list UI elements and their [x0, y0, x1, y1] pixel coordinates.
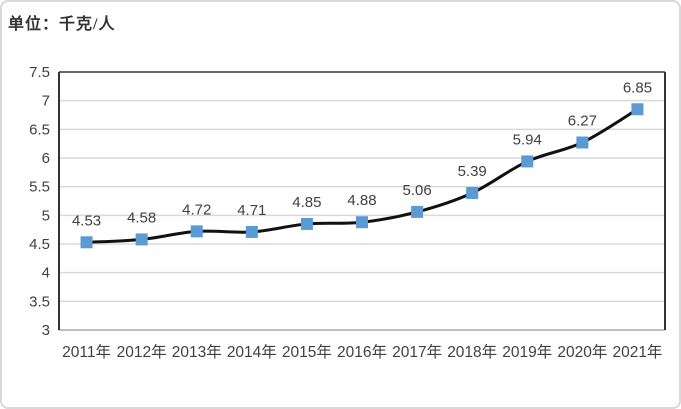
data-point-marker — [135, 233, 148, 246]
x-axis-tick-label: 2016年 — [337, 343, 387, 361]
data-point-marker — [576, 136, 589, 149]
y-axis-tick-label: 6 — [42, 150, 50, 167]
data-point-marker — [80, 236, 93, 249]
data-point-marker — [245, 225, 258, 238]
data-label: 5.06 — [402, 182, 431, 199]
x-axis-tick-label: 2021年 — [612, 343, 662, 361]
y-axis-tick-label: 6.5 — [29, 121, 50, 138]
chart-unit-label: 单位：千克/人 — [8, 16, 116, 33]
x-axis-tick-label: 2015年 — [282, 343, 332, 361]
y-axis-tick-label: 5.5 — [29, 179, 50, 196]
data-label: 6.27 — [568, 113, 597, 130]
data-label: 4.58 — [127, 209, 156, 226]
data-point-marker — [300, 217, 313, 230]
x-axis-tick-label: 2020年 — [557, 343, 607, 361]
y-axis-tick-label: 7 — [42, 93, 50, 110]
data-label: 5.94 — [513, 131, 542, 148]
data-point-marker — [521, 155, 534, 168]
data-label: 6.85 — [623, 79, 652, 96]
data-point-marker — [631, 103, 644, 116]
data-point-marker — [411, 205, 424, 218]
y-axis-tick-label: 5 — [42, 207, 50, 224]
y-axis-tick-label: 4 — [42, 265, 50, 282]
data-label: 4.72 — [182, 201, 211, 218]
data-point-marker — [466, 186, 479, 199]
y-axis-tick-label: 4.5 — [29, 236, 50, 253]
data-point-marker — [356, 216, 368, 229]
data-label: 4.85 — [292, 194, 321, 211]
y-axis-tick-label: 3.5 — [29, 293, 50, 310]
x-axis-tick-label: 2013年 — [172, 343, 222, 361]
x-axis-tick-label: 2019年 — [502, 343, 552, 361]
data-label: 4.88 — [347, 192, 376, 209]
data-label: 4.53 — [72, 212, 101, 229]
x-axis-tick-label: 2011年 — [62, 343, 111, 361]
x-axis-tick-label: 2017年 — [392, 343, 442, 361]
data-point-marker — [190, 225, 203, 238]
y-axis-tick-label: 7.5 — [29, 64, 50, 81]
x-axis-tick-label: 2018年 — [447, 343, 497, 361]
data-label: 5.39 — [458, 163, 487, 180]
data-label: 4.71 — [237, 202, 266, 219]
y-axis-tick-label: 3 — [42, 322, 50, 339]
x-axis-tick-label: 2012年 — [117, 343, 167, 361]
x-axis-tick-label: 2014年 — [227, 343, 277, 361]
